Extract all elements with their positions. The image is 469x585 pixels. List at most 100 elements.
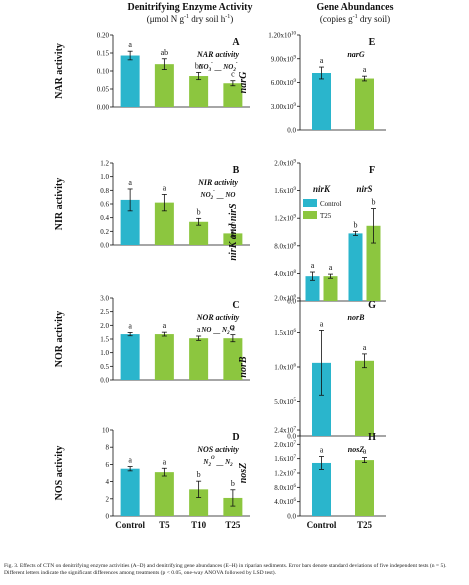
significance-letter: ab [161,48,169,57]
y-tick-label: 2.0x109 [274,160,296,168]
y-tick-label: 0.2 [100,228,109,236]
y-tick-label: 8.0x106 [274,484,296,492]
bar [120,199,140,245]
y-tick-label: 1.5x106 [274,329,296,337]
y-tick-label: 8.0x108 [274,242,296,250]
panel-letter: H [368,432,376,443]
panel-letter: D [232,432,239,443]
left-unit-sup2: -1 [225,14,231,20]
significance-letter: a [363,447,367,456]
panel-letter: F [369,165,375,176]
panel-letter: G [368,300,376,311]
significance-letter: a [311,261,315,270]
bar [223,233,243,245]
y-tick-label: 4.0x106 [274,498,296,506]
legend-swatch [303,199,317,207]
significance-letter: a [363,65,367,74]
y-axis-label: NOR activity [54,311,65,367]
left-header-title: Denitrifying Enzyme Activity [127,2,253,13]
significance-letter: b [354,220,358,229]
left-header-unit: (μmol N g-1 dry soil h-1) [90,14,290,24]
significance-letter: a [320,446,324,455]
y-tick-label: 2 [106,495,110,503]
x-tick-label: T10 [191,520,207,530]
significance-letter: a [128,321,132,330]
y-tick-label: 1.2x109 [274,215,296,223]
reaction-label: NO — N2O [200,324,234,337]
bar [223,497,243,516]
bar [154,334,174,380]
bar [189,76,209,107]
y-tick-label: 0.0 [287,298,296,306]
reaction-label: NO2- — NO [200,189,236,202]
y-tick-label: 6 [106,461,110,469]
y-tick-label: 3.00x109 [271,103,297,111]
bar [355,460,374,516]
y-tick-label: 2.4x107 [274,427,296,435]
y-tick-label: 0.0 [287,127,296,135]
bar [348,233,363,301]
significance-letter: a [128,178,132,187]
legend-label: Control [320,200,341,208]
y-axis-label: nosZ [238,463,249,484]
significance-letter: a [163,321,167,330]
significance-letter: a [128,456,132,465]
y-tick-label: 1.2x107 [274,470,296,478]
y-axis-label: norB [238,356,249,377]
significance-letter: a [163,183,167,192]
y-axis-label: NOS activity [54,446,65,501]
significance-letter: a [363,343,367,352]
left-unit-pre: (μmol N g [146,14,185,24]
y-tick-label: 0.6 [100,201,109,209]
significance-letter: c [231,219,235,228]
left-unit-post: ) [230,14,234,24]
y-tick-label: 5.0x105 [274,398,296,406]
significance-letter: a [320,56,324,65]
y-axis-label: narG [238,71,249,93]
y-tick-label: 0.00 [97,104,110,112]
bar [189,221,209,245]
right-header: Gene Abundances (copies g-1 dry soil) [280,2,430,24]
y-tick-label: 8 [106,444,110,452]
significance-letter: a [163,457,167,466]
bar [366,225,381,301]
y-tick-label: 0.0 [100,242,109,250]
panel-annotation: NIR activity [197,178,238,187]
y-tick-label: 0.20 [97,32,110,40]
bar [120,55,140,107]
y-tick-label: 1.0 [100,173,109,181]
group-label: nirS [356,184,372,194]
y-tick-label: 9.00x109 [271,55,297,63]
y-tick-label: 6.00x109 [271,79,297,87]
significance-letter: b [197,207,201,216]
bar [223,83,243,107]
x-tick-label: T25 [225,520,241,530]
bar [323,276,338,301]
y-tick-label: 1.6x107 [274,455,296,463]
figure-caption: Fig. 3. Effects of CTN on denitrifying e… [4,563,447,576]
y-axis-label: nirK and nirS [228,203,239,261]
panel-letter: E [369,37,376,48]
y-tick-label: 10 [102,427,110,435]
right-unit-pre: (copies g [319,14,353,24]
bar [120,468,140,516]
bar [312,462,331,516]
y-tick-label: 1.5 [100,336,109,344]
significance-letter: a [231,324,235,333]
significance-letter: a [128,40,132,49]
bar [355,360,374,436]
bar [189,338,209,380]
x-tick-label: Control [115,520,145,530]
panel-annotation: narG [347,50,365,59]
y-axis-label: NIR activity [54,178,65,231]
y-tick-label: 0.15 [97,50,110,58]
bar [223,338,243,380]
bar [154,202,174,245]
y-tick-label: 0.0 [100,377,109,385]
significance-letter: bc [195,61,203,70]
y-tick-label: 1.20x1010 [268,32,296,40]
panel-A: NAR activity Aa ab bc c NAR activity NO3- — NO… [54,34,250,108]
panel-annotation: NOR activity [196,313,240,322]
